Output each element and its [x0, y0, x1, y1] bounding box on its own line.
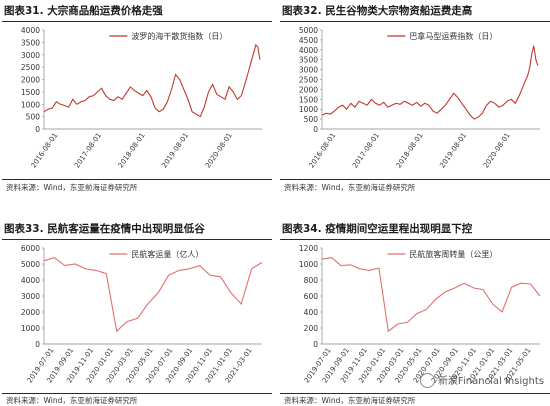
y-tick-label: 2500 [21, 63, 40, 72]
x-tick-label: 2019-08-01 [160, 132, 190, 170]
y-tick-label: 1000 [299, 105, 318, 114]
title-divider [280, 21, 550, 22]
legend-label: 民航客运量（亿人） [131, 249, 203, 259]
source-divider [2, 179, 272, 180]
y-tick-label: 4000 [21, 276, 40, 285]
y-tick-label: 3500 [21, 38, 40, 47]
y-tick-label: 1000 [21, 324, 40, 333]
source-note: 资料来源：Wind，东亚前海证券研究所 [6, 396, 138, 405]
x-tick-label: 2017-08-01 [351, 132, 381, 170]
chart-31: 0 500 1000 1500 2000 2500 3000 3500 4000 2016-08-… [21, 26, 262, 170]
chart-title: 图表32. 民生谷物类大宗物资船运费走高 [282, 5, 473, 17]
chart-panel-31: 图表31. 大宗商品船运费价格走强 0 500 1000 1500 2000 2500 30… [2, 2, 272, 202]
y-tick-label: 2000 [21, 308, 40, 317]
chart-title: 图表33. 民航客运量在疫情中出现明显低谷 [4, 223, 205, 235]
y-tick-label: 600 [304, 292, 319, 301]
legend-label: 波罗的海干散货指数（日） [131, 31, 227, 41]
x-tick-label: 2018-08-01 [395, 132, 425, 170]
y-tick-label: 0 [313, 340, 318, 349]
y-tick-label: 1200 [299, 244, 318, 253]
x-tick-label: 2019-08-01 [438, 132, 468, 170]
legend-label: 民航旅客周转量（公里） [409, 249, 497, 259]
x-tick-label: 2020-08-01 [482, 132, 512, 170]
chart-panel-33: 图表33. 民航客运量在疫情中出现明显低谷 0 1000 2000 3000 4000 5… [2, 204, 272, 405]
series-line [43, 43, 261, 118]
y-tick-label: 400 [304, 308, 319, 317]
y-tick-label: 4000 [21, 26, 40, 35]
y-tick-label: 1500 [21, 88, 40, 97]
y-tick-label: 2000 [21, 76, 40, 85]
chart-panel-32: 图表32. 民生谷物类大宗物资船运费走高 0 500 1000 1500 2000 250… [280, 2, 550, 202]
source-note: 资料来源：Wind，东亚前海证券研究所 [284, 396, 416, 405]
y-tick-label: 6000 [21, 244, 40, 253]
series-line [321, 45, 539, 120]
series-line [321, 257, 541, 333]
watermark-text: 新浪Financial Insights [437, 375, 544, 387]
series-line [43, 256, 263, 333]
y-tick-label: 1500 [299, 95, 318, 104]
y-tick-label: 2500 [299, 76, 318, 85]
chart-32: 0500100015002000250030003500400045005000… [299, 26, 540, 170]
y-tick-label: 0 [313, 125, 318, 134]
x-tick-label: 2018-08-01 [117, 132, 147, 170]
y-tick-label: 4000 [299, 46, 318, 55]
chart-title: 图表34. 疫情期间空运里程出现明显下控 [282, 223, 473, 235]
watermark: 新浪Financial Insights [419, 372, 544, 388]
title-divider [2, 21, 272, 22]
y-tick-label: 500 [304, 115, 319, 124]
source-divider [2, 393, 272, 394]
y-tick-label: 3500 [299, 56, 318, 65]
y-tick-label: 1000 [299, 260, 318, 269]
y-tick-label: 800 [304, 276, 319, 285]
source-divider [280, 179, 550, 180]
y-tick-label: 3000 [21, 51, 40, 60]
chart-33: 01000200030004000500060002019-07-012019-… [21, 244, 263, 384]
x-tick-label: 2017-08-01 [73, 132, 103, 170]
source-note: 资料来源：Wind，东亚前海证券研究所 [284, 183, 416, 192]
y-tick-label: 5000 [299, 26, 318, 35]
y-tick-label: 3000 [21, 292, 40, 301]
y-tick-label: 5000 [21, 260, 40, 269]
wechat-logo-icon [419, 373, 435, 388]
y-tick-label: 4500 [299, 36, 318, 45]
chart-title: 图表31. 大宗商品船运费价格走强 [4, 5, 163, 17]
y-tick-label: 2000 [299, 85, 318, 94]
y-tick-label: 500 [26, 113, 41, 122]
x-tick-label: 2016-08-01 [30, 132, 60, 170]
x-tick-label: 2020-08-01 [204, 132, 234, 170]
y-tick-label: 0 [35, 125, 40, 134]
source-divider [280, 393, 550, 394]
y-tick-label: 200 [304, 324, 319, 333]
y-tick-label: 1000 [21, 100, 40, 109]
x-tick-label: 2016-08-01 [308, 132, 338, 170]
y-tick-label: 0 [35, 340, 40, 349]
chart-34: 0200400600800100012002019-07-012019-09-0… [299, 244, 541, 384]
title-divider [2, 239, 272, 240]
source-note: 资料来源：Wind，东亚前海证券研究所 [6, 183, 138, 192]
legend-label: 巴拿马型运费指数（日） [409, 31, 497, 41]
y-tick-label: 3000 [299, 66, 318, 75]
title-divider [280, 239, 550, 240]
